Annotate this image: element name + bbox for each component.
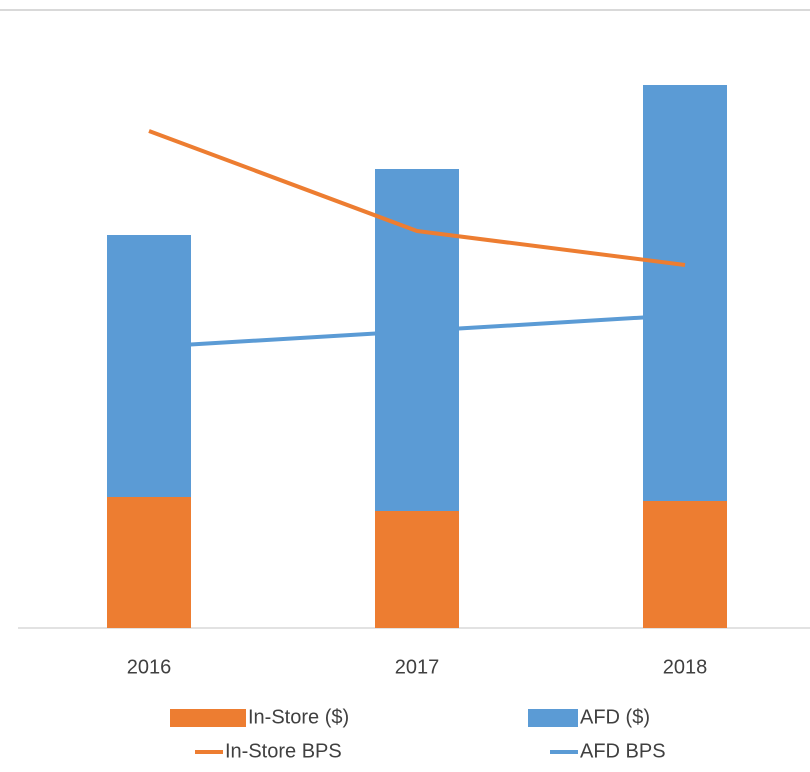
x-tick-label: 2016 [127, 656, 172, 678]
bar [375, 511, 459, 628]
legend-label: In-Store ($) [248, 706, 349, 728]
legend-swatch [170, 709, 246, 727]
line-series [148, 129, 686, 267]
bar [107, 235, 191, 497]
bar [643, 85, 727, 501]
x-tick-label: 2018 [663, 656, 708, 678]
x-tick-label: 2017 [395, 656, 440, 678]
legend-label: In-Store BPS [225, 740, 342, 762]
bar [643, 501, 727, 628]
legend-swatch [528, 709, 578, 727]
bar [375, 169, 459, 511]
bar [107, 497, 191, 628]
legend-label: AFD BPS [580, 740, 666, 762]
legend-label: AFD ($) [580, 706, 650, 728]
